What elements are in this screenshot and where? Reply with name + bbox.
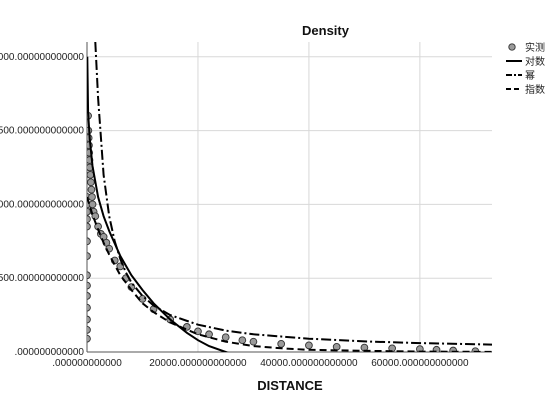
plot-area xyxy=(87,42,492,352)
data-point xyxy=(87,326,91,334)
legend-label-0: 实测 xyxy=(525,41,545,54)
y-tick-label-4: 2000.000000000000 xyxy=(0,52,84,63)
data-point xyxy=(238,336,247,345)
data-point xyxy=(87,185,96,194)
x-tick-label-3: 60000.000000000000 xyxy=(371,358,469,369)
data-point xyxy=(205,330,213,339)
y-tick-label-1: 500.000000000000 xyxy=(0,273,84,284)
legend-marker-0 xyxy=(508,43,516,51)
data-point xyxy=(87,252,91,260)
x-tick-label-1: 20000.000000000000 xyxy=(149,358,247,369)
data-point xyxy=(449,346,458,352)
data-point xyxy=(87,303,91,312)
data-point xyxy=(305,341,313,350)
legend-label-2: 幂 xyxy=(525,70,535,82)
y-tick-label-2: 1000.000000000000 xyxy=(0,199,84,210)
data-point xyxy=(87,271,91,280)
y-tick-label-0: .000000000000 xyxy=(14,347,84,358)
data-point xyxy=(87,237,91,246)
legend-label-1: 对数 xyxy=(525,55,545,68)
y-tick-label-3: 1500.000000000000 xyxy=(0,126,84,137)
data-point xyxy=(332,342,341,351)
data-point xyxy=(432,345,441,352)
x-tick-label-2: 40000.000000000000 xyxy=(260,358,358,369)
data-point xyxy=(277,340,286,348)
x-axis-title: DISTANCE xyxy=(257,378,323,393)
data-point xyxy=(87,178,95,187)
series-line-1 xyxy=(87,56,229,352)
data-point xyxy=(87,315,91,324)
data-point xyxy=(249,337,258,346)
series-line-3 xyxy=(87,196,492,352)
legend-label-3: 指数 xyxy=(525,83,545,96)
x-tick-label-0: .000000000000 xyxy=(52,358,122,369)
chart-title: Density xyxy=(302,23,350,38)
data-point xyxy=(87,215,91,223)
series-line-2 xyxy=(94,42,492,346)
data-point xyxy=(88,193,96,201)
data-point xyxy=(87,281,91,290)
data-point xyxy=(87,207,91,216)
data-point xyxy=(87,222,91,231)
data-point xyxy=(88,200,97,209)
data-point xyxy=(416,345,424,352)
data-point xyxy=(87,292,91,300)
data-point xyxy=(221,333,230,342)
data-point xyxy=(87,334,91,343)
